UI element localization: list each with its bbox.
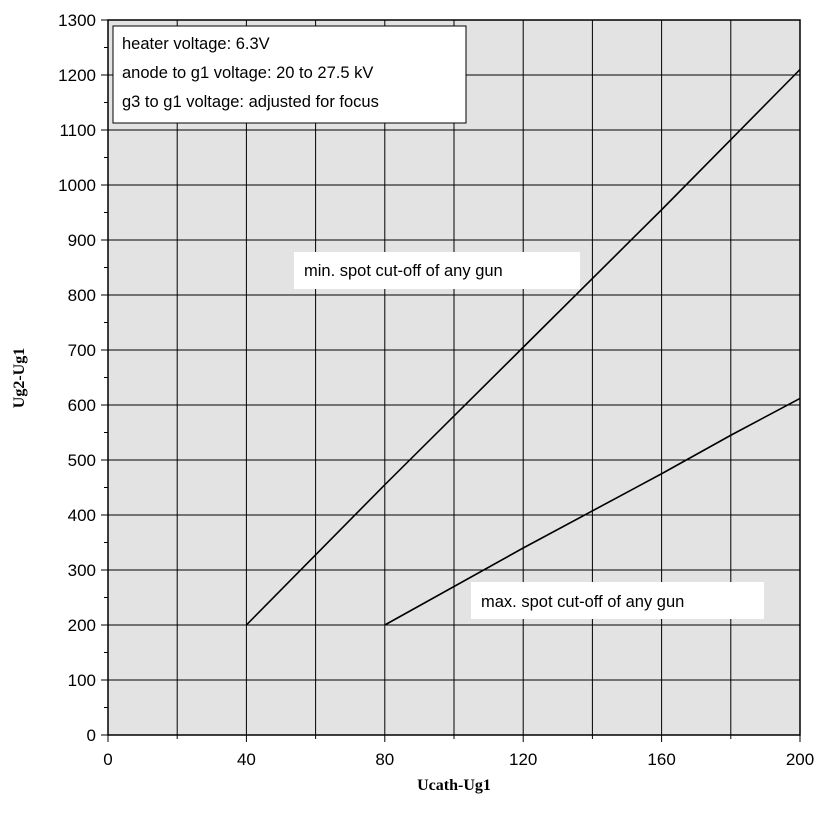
y-tick-label: 100 [68,671,96,690]
series-line-max-cutoff [384,397,801,626]
series-label-max: max. spot cut-off of any gun [471,582,764,619]
series-label-max-text: max. spot cut-off of any gun [481,593,684,611]
x-tick-labels: 0 40 80 120 160 200 [103,750,814,769]
info-box-line: heater voltage: 6.3V [122,35,270,53]
y-tick-label: 700 [68,341,96,360]
series-label-min-text: min. spot cut-off of any gun [304,262,503,280]
y-tick-label: 200 [68,616,96,635]
x-tick-label: 0 [103,750,112,769]
series-layer [245,68,801,626]
x-axis-title: Ucath-Ug1 [417,777,491,794]
info-box: heater voltage: 6.3V anode to g1 voltage… [112,25,467,124]
info-box-line: g3 to g1 voltage: adjusted for focus [122,93,379,111]
y-tick-label: 800 [68,286,96,305]
y-tick-label: 400 [68,506,96,525]
y-axis-title: Ug2-Ug1 [11,348,28,408]
y-tick-label: 900 [68,231,96,250]
series-label-min-bg [294,252,580,289]
info-box-frame [112,25,467,124]
series-label-min: min. spot cut-off of any gun [294,252,580,289]
y-tick-label: 1200 [58,66,96,85]
x-tick-label: 200 [786,750,814,769]
y-tick-labels: 0 100 200 300 400 500 600 700 800 900 1000 1100 1200… [58,11,96,745]
y-tick-label: 1100 [59,121,96,140]
y-tick-label: 0 [87,726,96,745]
y-tick-label: 1000 [58,176,96,195]
series-line-min-cutoff [245,68,801,626]
x-tick-label: 120 [509,750,537,769]
y-tick-label: 500 [68,451,96,470]
x-tick-label: 40 [237,750,256,769]
info-box-line: anode to g1 voltage: 20 to 27.5 kV [122,64,373,82]
series-label-max-bg [471,582,764,619]
y-tick-label: 600 [68,396,96,415]
x-tick-label: 80 [375,750,394,769]
x-tick-label: 160 [647,750,675,769]
y-tick-label: 1300 [58,11,96,30]
y-tick-label: 300 [68,561,96,580]
plot-frame [107,19,801,736]
